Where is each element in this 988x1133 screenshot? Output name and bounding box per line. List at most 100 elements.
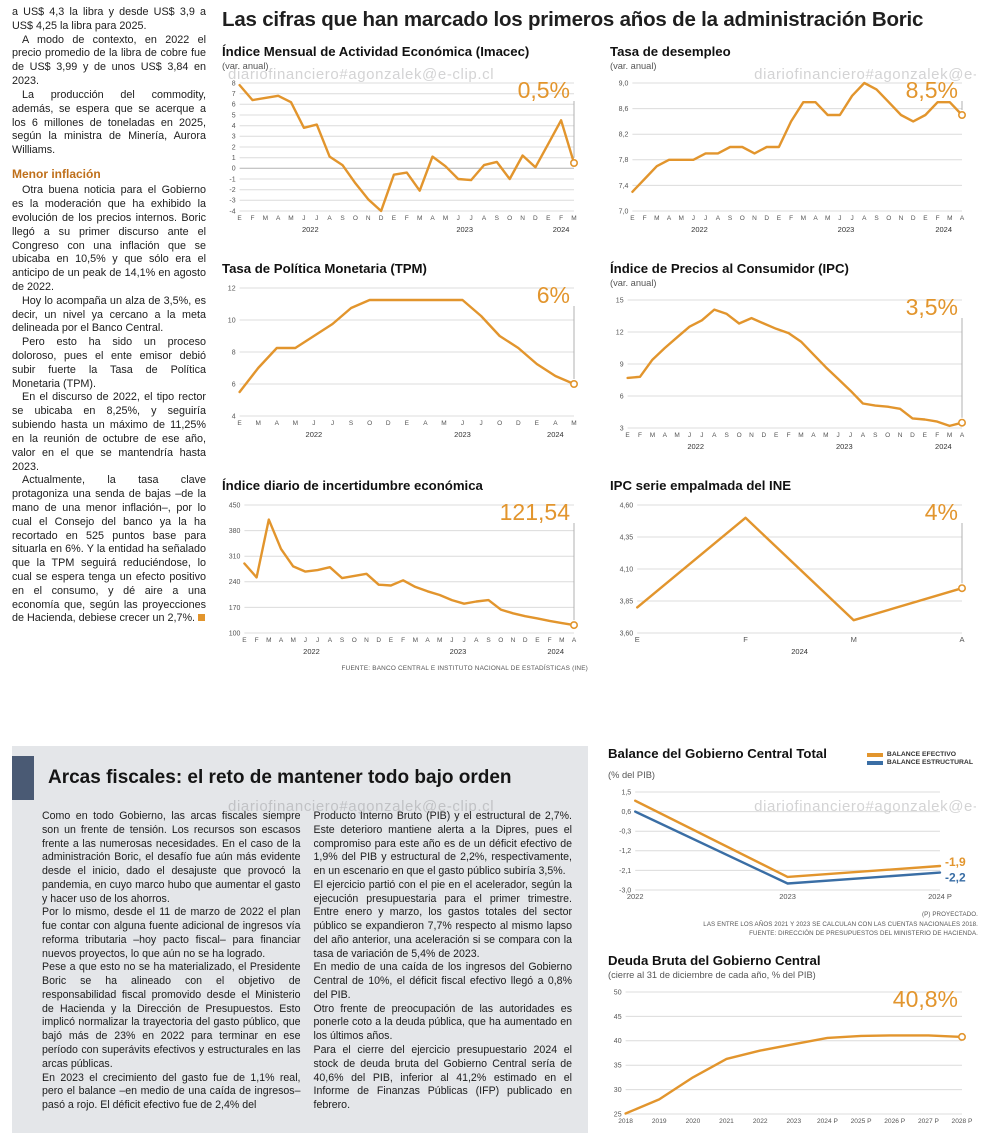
svg-text:310: 310: [229, 554, 241, 561]
svg-text:2022: 2022: [302, 225, 319, 234]
svg-text:2022: 2022: [306, 430, 323, 439]
legend-swatch-estructural: [866, 760, 883, 765]
svg-text:J: J: [331, 420, 334, 427]
svg-text:A: A: [430, 215, 435, 222]
svg-text:M: M: [947, 215, 952, 222]
svg-text:S: S: [495, 215, 500, 222]
svg-text:-1: -1: [229, 176, 235, 183]
svg-text:A: A: [553, 420, 558, 427]
svg-text:A: A: [279, 637, 284, 644]
bottom-section: Arcas fiscales: el reto de mantener todo…: [0, 746, 988, 1133]
svg-text:2023: 2023: [786, 1118, 801, 1125]
fiscal-paragraph: Para el cierre del ejercicio presupuesta…: [313, 1044, 573, 1112]
svg-text:A: A: [716, 215, 721, 222]
svg-text:N: N: [520, 215, 525, 222]
svg-text:S: S: [873, 432, 878, 439]
svg-text:J: J: [450, 637, 453, 644]
svg-text:A: A: [327, 215, 332, 222]
svg-text:7: 7: [232, 91, 236, 98]
chart-title: IPC serie empalmada del INE: [610, 478, 792, 493]
legend-swatch-efectivo: [866, 752, 883, 757]
fiscal-box-columns: Como en todo Gobierno, las arcas fiscale…: [12, 800, 588, 1113]
svg-text:J: J: [461, 420, 464, 427]
svg-text:O: O: [886, 215, 891, 222]
legend-item-estructural: BALANCE ESTRUCTURAL: [866, 759, 973, 766]
svg-text:M: M: [823, 432, 828, 439]
chart-title: Deuda Bruta del Gobierno Central: [608, 952, 821, 968]
svg-text:F: F: [787, 432, 791, 439]
svg-text:100: 100: [229, 630, 241, 637]
article-paragraph: La producción del commodity, además, se …: [12, 88, 206, 157]
svg-text:40,8%: 40,8%: [893, 986, 958, 1012]
page-title: Las cifras que han marcado los primeros …: [222, 8, 924, 31]
end-of-article-marker: [198, 614, 206, 622]
chart-block-balance: Balance del Gobierno Central Total BALAN…: [608, 746, 978, 939]
svg-text:J: J: [316, 637, 319, 644]
balance-footnotes: (P) PROYECTADO. LAS ENTRE LOS AÑOS 2021 …: [608, 910, 978, 939]
svg-text:O: O: [497, 420, 502, 427]
svg-text:240: 240: [229, 579, 241, 586]
svg-text:2024: 2024: [553, 225, 570, 234]
svg-text:E: E: [405, 420, 410, 427]
svg-text:2020: 2020: [686, 1118, 701, 1125]
svg-text:2024: 2024: [547, 430, 564, 439]
svg-text:M: M: [674, 432, 679, 439]
svg-text:J: J: [304, 637, 307, 644]
svg-text:O: O: [367, 420, 372, 427]
fiscal-paragraph: En medio de una caída de los ingresos de…: [313, 961, 573, 1001]
svg-text:2024: 2024: [791, 647, 808, 656]
accent-bar: [12, 756, 34, 800]
svg-text:M: M: [441, 420, 446, 427]
svg-text:D: D: [523, 637, 528, 644]
svg-text:O: O: [498, 637, 503, 644]
svg-text:M: M: [255, 420, 260, 427]
svg-text:J: J: [836, 432, 839, 439]
svg-text:2022: 2022: [627, 892, 644, 901]
svg-text:S: S: [728, 215, 733, 222]
article-paragraph: A modo de contexto, en 2022 el precio pr…: [12, 33, 206, 88]
svg-text:A: A: [813, 215, 818, 222]
svg-text:2018: 2018: [618, 1118, 633, 1125]
svg-text:30: 30: [614, 1087, 622, 1094]
svg-text:4%: 4%: [925, 499, 958, 525]
svg-text:M: M: [263, 215, 268, 222]
svg-text:2023: 2023: [836, 442, 853, 451]
svg-text:J: J: [462, 637, 465, 644]
svg-text:E: E: [777, 215, 782, 222]
svg-text:12: 12: [616, 329, 624, 336]
svg-text:170: 170: [229, 605, 241, 612]
svg-text:2023: 2023: [838, 225, 855, 234]
svg-text:45: 45: [614, 1014, 622, 1021]
svg-text:-2: -2: [229, 187, 235, 194]
svg-text:1: 1: [232, 155, 236, 162]
svg-text:F: F: [559, 215, 563, 222]
svg-text:N: N: [364, 637, 369, 644]
svg-text:M: M: [798, 432, 803, 439]
chart-grid: Índice Mensual de Actividad Económica (I…: [222, 44, 978, 672]
svg-text:O: O: [507, 215, 512, 222]
legend-label: BALANCE ESTRUCTURAL: [886, 759, 973, 766]
svg-text:M: M: [801, 215, 806, 222]
svg-text:A: A: [960, 215, 965, 222]
fiscal-paragraph: En 2023 el crecimiento del gasto fue de …: [42, 1071, 301, 1112]
article-paragraph: Actualmente, la tasa clave protagoniza u…: [12, 474, 206, 625]
svg-text:2023: 2023: [779, 892, 796, 901]
balance-legend: BALANCE EFECTIVO BALANCE ESTRUCTURAL: [861, 747, 978, 770]
svg-text:F: F: [743, 635, 748, 644]
svg-text:9: 9: [620, 361, 624, 368]
svg-text:J: J: [850, 215, 853, 222]
svg-text:2022: 2022: [691, 225, 708, 234]
fiscal-paragraph: Pese a que esto no se ha materializado, …: [42, 961, 301, 1070]
svg-text:M: M: [654, 215, 659, 222]
svg-text:M: M: [571, 215, 576, 222]
svg-text:12: 12: [228, 285, 236, 292]
chart-subtitle: (var. anual): [222, 61, 269, 71]
svg-text:F: F: [255, 637, 259, 644]
fiscal-paragraph: Como en todo Gobierno, las arcas fiscale…: [42, 810, 301, 905]
svg-text:E: E: [242, 637, 247, 644]
svg-text:3,60: 3,60: [620, 630, 634, 637]
svg-text:E: E: [237, 420, 242, 427]
chart-block-desempleo: Tasa de desempleo (var. anual) 9,0 8,6 8,2…: [610, 44, 976, 241]
